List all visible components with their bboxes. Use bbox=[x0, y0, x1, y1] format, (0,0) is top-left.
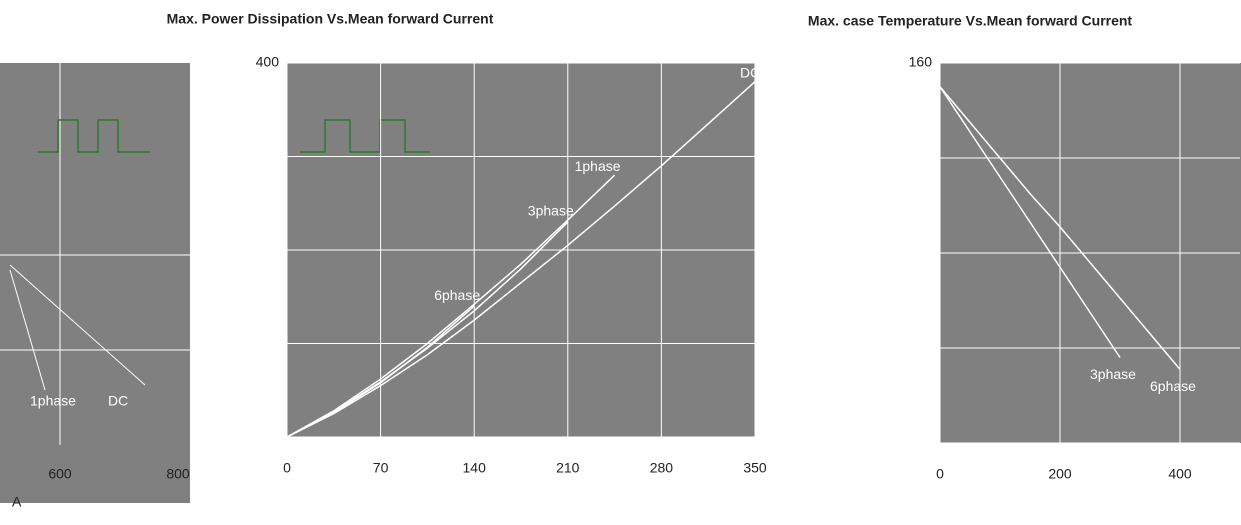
series-line bbox=[286, 174, 616, 438]
series-label: 1phase bbox=[30, 393, 76, 409]
chart-title: Max. case Temperature Vs.Mean forward Cu… bbox=[808, 13, 1133, 29]
y-tick-label: 200 bbox=[256, 241, 280, 257]
series-label: 6phase bbox=[434, 287, 480, 303]
x-tick-label: 600 bbox=[48, 466, 72, 482]
y-tick-label: 120 bbox=[909, 149, 933, 165]
x-tick-label: 0 bbox=[936, 466, 944, 482]
x-tick-label: 0 bbox=[283, 460, 291, 476]
chart-title: Max. Power Dissipation Vs.Mean forward C… bbox=[167, 11, 494, 27]
fragment-area bbox=[0, 63, 190, 503]
series-label: DC bbox=[108, 393, 128, 409]
y-axis-label: 最高允许壳温 Tc (max) , °C bbox=[886, 169, 902, 338]
x-tick-label: 210 bbox=[556, 460, 580, 476]
y-tick-label: 80 bbox=[916, 244, 932, 260]
y-tick-label: 0 bbox=[271, 428, 279, 444]
fragment-line bbox=[9, 269, 46, 391]
x-tick-label: 400 bbox=[1168, 466, 1192, 482]
series-label: DC bbox=[740, 64, 760, 80]
waveform-icon bbox=[300, 119, 430, 153]
fragment-line bbox=[9, 264, 146, 386]
y-axis-label: 最大耗散功率P F(AV) , W bbox=[231, 171, 247, 329]
x-tick-label: 70 bbox=[373, 460, 389, 476]
x-tick-label: 800 bbox=[166, 466, 190, 482]
x-tick-label: 280 bbox=[650, 460, 674, 476]
series-label: 3phase bbox=[528, 203, 574, 219]
y-tick-label: 0 bbox=[924, 434, 932, 450]
y-tick-label: 160 bbox=[909, 54, 933, 70]
x-tick-label: 350 bbox=[743, 460, 767, 476]
series-label: 3phase bbox=[1090, 366, 1136, 382]
series-line bbox=[939, 86, 1121, 358]
x-axis-label: 正向平均电流I F(AV) , bbox=[1062, 496, 1197, 512]
series-label: 6phase bbox=[1150, 378, 1196, 394]
y-tick-label: 300 bbox=[256, 147, 280, 163]
series-line bbox=[939, 86, 1181, 370]
series-line bbox=[286, 81, 756, 438]
y-tick-label: 400 bbox=[256, 54, 280, 70]
y-tick-label: 40 bbox=[916, 339, 932, 355]
series-label: 1phase bbox=[575, 158, 621, 174]
y-tick-label: 100 bbox=[256, 334, 280, 350]
waveform-icon bbox=[38, 119, 150, 153]
x-axis-label: A bbox=[12, 494, 22, 510]
x-tick-label: 140 bbox=[463, 460, 487, 476]
series-line bbox=[286, 305, 475, 438]
x-axis-label: 正向平均电流I F(AV) , A bbox=[446, 490, 594, 506]
x-tick-label: 200 bbox=[1048, 466, 1072, 482]
